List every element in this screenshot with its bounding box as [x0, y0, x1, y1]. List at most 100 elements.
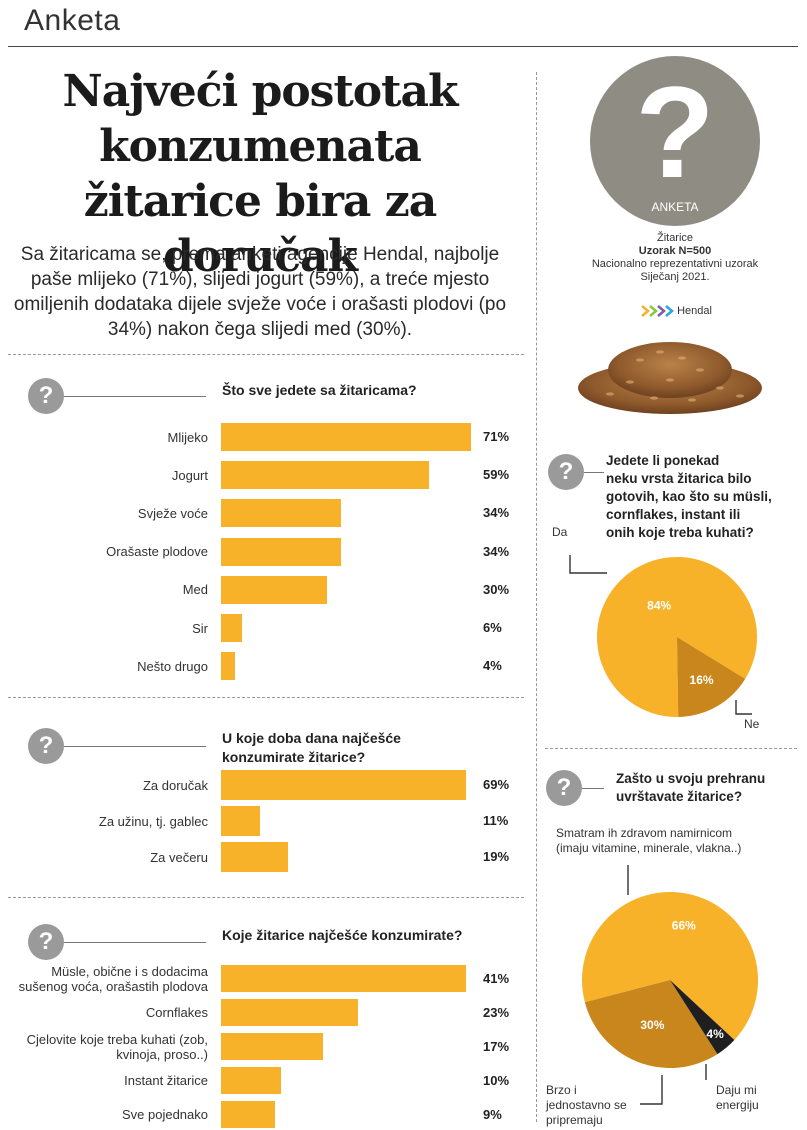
pie-category-label: Da: [552, 525, 567, 540]
lede-paragraph: Sa žitaricama se, prema anketi agencije …: [13, 244, 507, 340]
chart-title: Što sve jedete sa žitaricama?: [222, 382, 417, 398]
pie-category-label: Daju mi energiju: [716, 1083, 759, 1113]
pie-category-label-line: Daju mi: [716, 1083, 757, 1097]
survey-topic: Žitarice: [656, 232, 694, 244]
bar-value-label: 10%: [483, 1072, 510, 1088]
bar-category-label: Med: [10, 582, 208, 597]
bar-category-label-line: Sir: [192, 620, 208, 636]
bar: [221, 461, 429, 490]
chart-title-line: gotovih, kao što su müsli,: [606, 489, 772, 504]
bar-value-label: 34%: [483, 505, 510, 521]
chart-title: U koje doba dana najčešće konzumirate ži…: [222, 730, 401, 765]
bar-value-label: 30%: [483, 581, 510, 597]
pie-slice: [670, 980, 735, 1055]
pie-value-label: 4%: [706, 1027, 724, 1041]
bar: [221, 614, 243, 642]
section-divider: [545, 748, 797, 749]
chart-title-line: neku vrsta žitarica bilo: [606, 471, 752, 486]
chart-title: Koje žitarice najčešće konzumirate?: [222, 927, 463, 943]
pie-category-label-line: (imaju vitamine, minerale, vlakna..): [556, 841, 742, 855]
bar-category-label: Za užinu, tj. gablec: [10, 814, 208, 829]
bar-category-label: Za doručak: [10, 778, 208, 793]
bar-category-label-line: Za užinu, tj. gablec: [98, 813, 208, 829]
pie-value-label: 16%: [690, 673, 714, 687]
pie-category-label-line: energiju: [716, 1098, 759, 1112]
pie-category-label: Smatram ih zdravom namirnicom (imaju vita…: [556, 826, 741, 856]
bar-category-label: Sir: [10, 621, 208, 636]
hendal-logo-icon: [641, 305, 674, 317]
pie-leader-line: [735, 700, 752, 715]
bar-category-label: Orašaste plodove: [10, 544, 208, 559]
survey-sample: Uzorak N=500: [638, 245, 712, 257]
pie-leader-line: [569, 555, 607, 574]
bar-category-label-line: Sve pojednako: [121, 1107, 208, 1122]
bar-category-label: Cjelovite koje treba kuhati (zob, kvinoja…: [10, 1032, 208, 1062]
bar-value-label: 69%: [483, 777, 510, 792]
bar: [221, 423, 471, 451]
bar-value-label: 59%: [483, 467, 510, 483]
section-title: Anketa: [24, 4, 121, 37]
question-leader-line: [64, 396, 206, 397]
column-divider: [536, 72, 537, 1122]
bar: [221, 1101, 275, 1128]
pie-value-label: 66%: [672, 918, 696, 932]
bar-value-label: 17%: [483, 1038, 510, 1054]
page-title: Najveći postotak konzumenata žitarice bi…: [62, 66, 459, 282]
pie-value-label: 30%: [640, 1018, 664, 1032]
bar-category-label: Za večeru: [10, 850, 208, 865]
bar-category-label-line: Mlijeko: [167, 429, 208, 445]
chart-title-line: Jedete li ponekad: [606, 453, 720, 468]
pie-category-label-line: Smatram ih zdravom namirnicom: [556, 826, 733, 840]
bar-category-label-line: Jogurt: [171, 467, 208, 483]
bar-value-label: 4%: [483, 658, 502, 674]
chart-title: Jedete li ponekad neku vrsta žitarica bil…: [606, 452, 802, 542]
bar-category-label: Nešto drugo: [10, 659, 208, 674]
question-leader-line: [582, 788, 604, 789]
pie-category-label-line: Da: [552, 525, 568, 539]
pie-category-label-line: pripremaju: [546, 1113, 603, 1127]
bar: [221, 806, 261, 836]
bar-value-label: 11%: [483, 813, 509, 828]
survey-info: Žitarice Uzorak N=500 Nacionalno repreze…: [560, 232, 790, 284]
question-leader-line: [64, 746, 206, 747]
question-mark-icon: ?: [635, 59, 715, 205]
question-leader-line: [584, 472, 604, 473]
bar-value-label: 19%: [483, 849, 510, 864]
survey-sample-type: Nacionalno reprezentativni uzorak: [591, 258, 759, 270]
bar-category-label-line: Cjelovite koje treba kuhati (zob,: [26, 1031, 208, 1047]
bar-category-label: Svježe voće: [10, 506, 208, 521]
pie-category-label: Brzo i jednostavno se pripremaju: [546, 1083, 627, 1128]
bar: [221, 1067, 281, 1094]
question-icon: ?: [28, 924, 64, 960]
bar: [221, 537, 341, 566]
section-divider: [8, 897, 524, 898]
bar-category-label-line: Za večeru: [150, 849, 208, 865]
section-divider: [8, 354, 524, 355]
bar-category-label-line: Müsle, obične i s dodacima: [51, 963, 208, 979]
chart-title-line: cornflakes, instant ili: [606, 507, 741, 522]
bar-value-label: 6%: [483, 620, 502, 635]
pie-value-label: 84%: [647, 599, 671, 613]
bar-value-label: 71%: [483, 429, 510, 444]
bar: [221, 499, 341, 528]
bar-category-label-line: Orašaste plodove: [106, 544, 208, 560]
bar-category-label-line: Med: [182, 582, 208, 598]
pie-slice: [677, 637, 746, 717]
bar-category-label-line: Instant žitarice: [124, 1073, 208, 1088]
section-divider: [8, 697, 524, 698]
bar-category-label-line: Cornflakes: [145, 1005, 208, 1020]
bar-category-label-line: Svježe voće: [137, 505, 208, 521]
bar-category-label: Instant žitarice: [10, 1073, 208, 1088]
bar-category-label: Mlijeko: [10, 430, 208, 445]
grain-pile-image: [578, 342, 762, 414]
bar-category-label-line: kvinoja, proso..): [116, 1046, 208, 1062]
bar: [221, 999, 359, 1026]
bar: [221, 1033, 323, 1060]
bar-value-label: 9%: [483, 1106, 502, 1122]
bar-value-label: 34%: [483, 543, 510, 559]
question-leader-line: [64, 942, 206, 943]
bar: [221, 842, 289, 872]
logo-text: Hendal: [677, 304, 712, 317]
pie-leader-line: [640, 1075, 663, 1105]
bar-category-label: Sve pojednako: [10, 1107, 208, 1122]
